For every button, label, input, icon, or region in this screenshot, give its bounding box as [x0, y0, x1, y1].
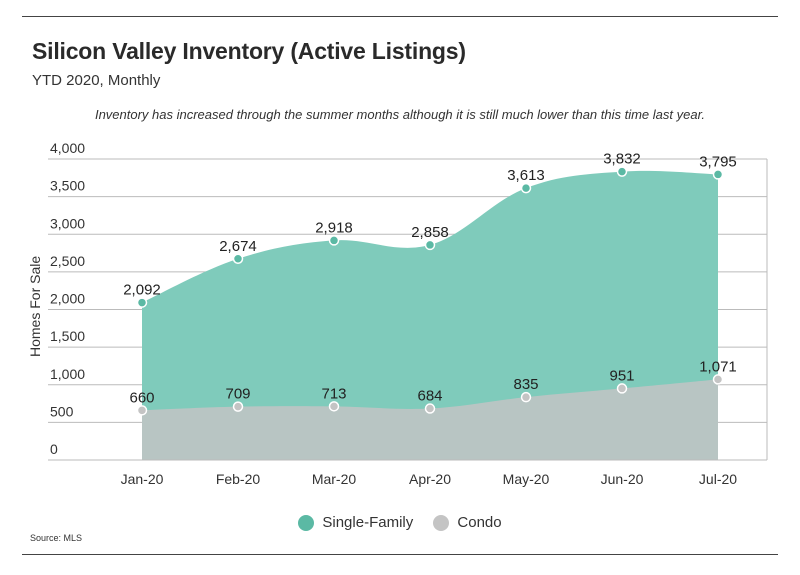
x-tick-label: May-20 [503, 471, 550, 487]
point-single-family [520, 182, 532, 194]
point-condo [328, 401, 340, 412]
y-tick-label: 0 [50, 441, 58, 457]
y-tick-label: 3,000 [50, 215, 85, 231]
y-tick-label: 4,000 [50, 140, 85, 156]
data-label-single-family: 2,674 [219, 238, 257, 255]
legend-item-single-family: Single-Family [298, 514, 413, 531]
point-single-family [424, 239, 436, 251]
bottom-divider [22, 554, 778, 555]
data-label-condo: 713 [321, 385, 346, 402]
x-tick-label: Jan-20 [121, 471, 164, 487]
data-label-single-family: 3,832 [603, 151, 641, 168]
y-tick-label: 1,000 [50, 366, 85, 382]
point-single-family [136, 297, 148, 308]
x-tick-label: Feb-20 [216, 471, 261, 487]
data-label-single-family: 2,858 [411, 224, 449, 241]
chart-subtitle: YTD 2020, Monthly [32, 72, 161, 89]
area-condo [142, 379, 718, 460]
y-tick-label: 2,000 [50, 291, 85, 307]
legend-item-condo: Condo [433, 514, 502, 531]
legend-label-condo: Condo [457, 514, 502, 531]
legend-swatch-condo [433, 514, 450, 531]
y-axis-title: Homes For Sale [27, 256, 43, 357]
y-tick-label: 1,500 [50, 328, 85, 344]
data-label-condo: 835 [513, 376, 538, 393]
chart-title: Silicon Valley Inventory (Active Listing… [32, 38, 466, 64]
x-tick-label: Jul-20 [699, 471, 737, 487]
y-tick-label: 3,500 [50, 178, 85, 194]
point-single-family [328, 235, 340, 246]
data-label-condo: 660 [129, 389, 154, 406]
data-label-single-family: 3,795 [699, 153, 737, 170]
point-single-family [616, 166, 628, 177]
point-condo [520, 391, 532, 403]
data-label-condo: 951 [609, 367, 634, 384]
data-label-condo: 1,071 [699, 358, 737, 375]
point-condo [424, 403, 436, 414]
x-tick-label: Jun-20 [601, 471, 644, 487]
point-condo [136, 405, 148, 416]
point-condo [616, 383, 628, 394]
top-divider [22, 16, 778, 17]
point-single-family [712, 169, 724, 180]
point-single-family [232, 253, 244, 265]
x-tick-label: Apr-20 [409, 471, 451, 487]
data-label-single-family: 3,613 [507, 167, 545, 184]
point-condo [712, 374, 724, 385]
area-single-family [142, 170, 718, 460]
source-note: Source: MLS [30, 533, 83, 543]
legend: Single-Family Condo [0, 514, 800, 535]
x-tick-label: Mar-20 [312, 471, 357, 487]
data-label-condo: 709 [225, 386, 250, 403]
data-label-single-family: 2,918 [315, 219, 353, 236]
y-tick-label: 500 [50, 403, 74, 419]
data-label-single-family: 2,092 [123, 282, 161, 299]
y-tick-label: 2,500 [50, 253, 85, 269]
legend-swatch-single-family [298, 514, 315, 531]
point-condo [232, 401, 244, 412]
data-label-condo: 684 [417, 388, 442, 405]
chart-annotation: Inventory has increased through the summ… [94, 107, 706, 122]
legend-label-single-family: Single-Family [322, 514, 414, 531]
